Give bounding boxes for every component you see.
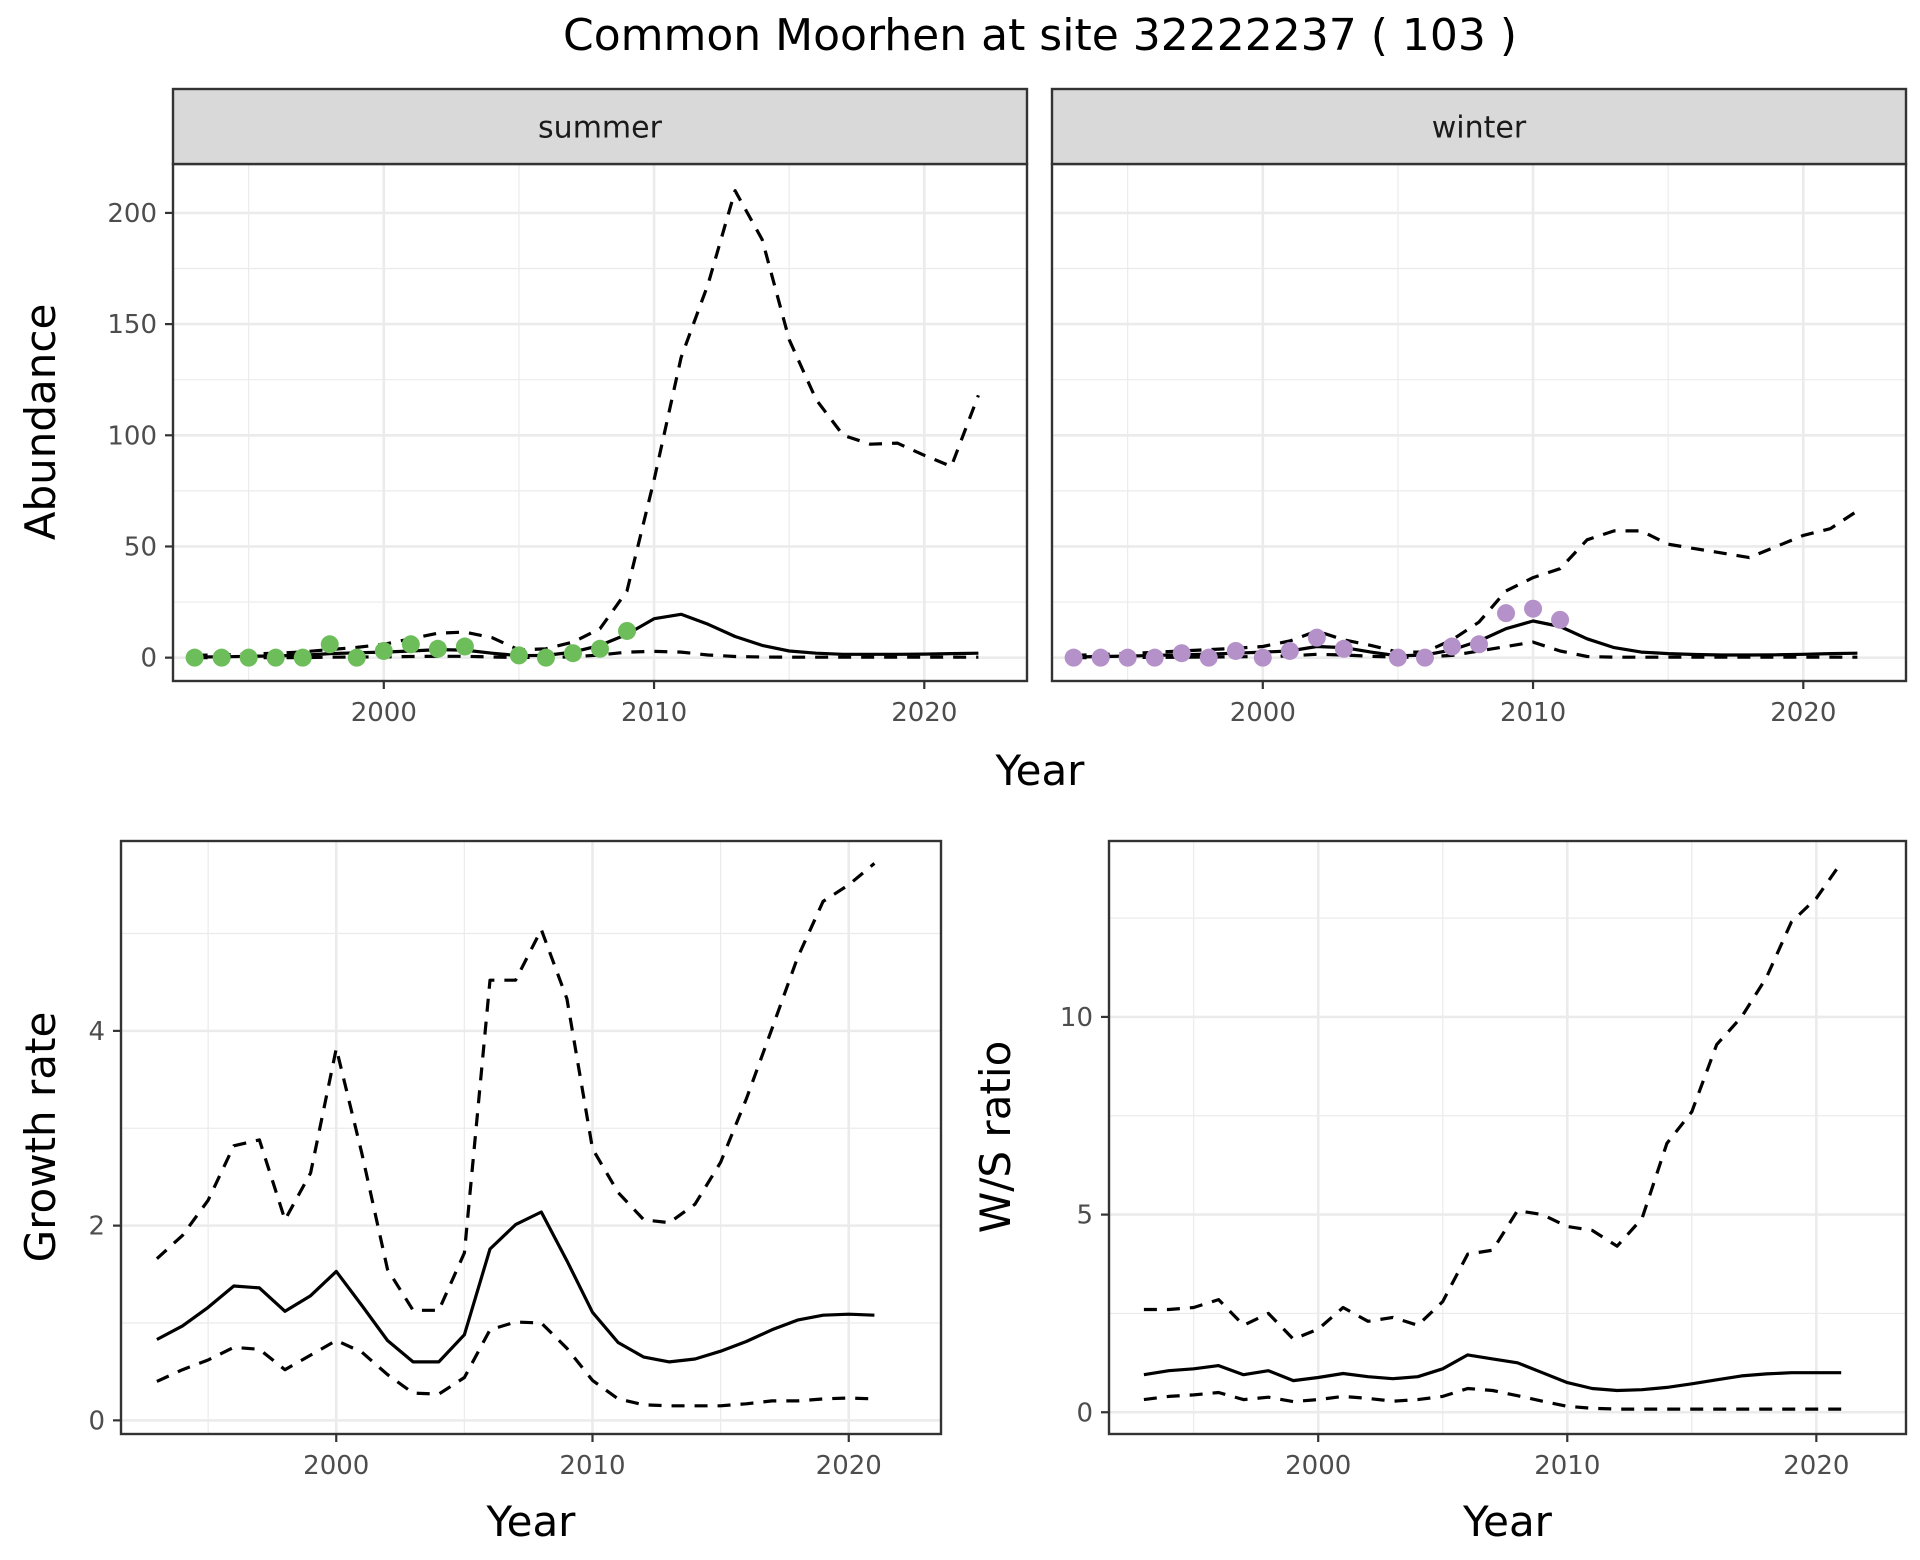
data-point	[536, 648, 555, 667]
top-x-axis-title: Year	[995, 746, 1086, 795]
data-point	[1091, 648, 1110, 667]
series-lower-line	[1073, 640, 1858, 660]
x-tick-label: 2000	[1285, 1451, 1351, 1481]
data-point	[374, 641, 393, 660]
x-tick-label: 2020	[1783, 1451, 1849, 1481]
data-point	[1226, 641, 1245, 660]
y-axis-title: W/S ratio	[971, 1041, 1020, 1234]
facet-strip	[1050, 87, 1908, 166]
data-point	[1172, 644, 1191, 663]
y-tick-label: 0	[140, 644, 157, 674]
series-lower-line	[1143, 1386, 1842, 1411]
x-tick-label: 2000	[303, 1451, 369, 1481]
series-upper-line	[1073, 509, 1859, 657]
series-lower-line	[194, 649, 979, 660]
data-point	[212, 648, 231, 667]
y-tick-label: 200	[107, 199, 157, 229]
data-point	[239, 648, 258, 667]
data-point	[347, 648, 366, 667]
y-tick-label: 150	[107, 310, 157, 340]
data-point	[185, 648, 204, 667]
plot-area	[1052, 164, 1906, 681]
data-point	[455, 637, 474, 656]
series-upper-line	[155, 862, 876, 1312]
panel-ratio: 2000 2010 2020 0 5 10 Year W/S ratio	[971, 839, 1908, 1546]
y-axis-title: Growth rate	[16, 1012, 65, 1263]
main-title: Common Moorhen at site 32222237 ( 103 )	[563, 10, 1517, 61]
x-tick-label: 2020	[1770, 698, 1836, 728]
x-tick-label: 2000	[351, 698, 417, 728]
panel-winter: winter 2000 2010 2020	[1050, 87, 1908, 728]
x-tick-label: 2020	[891, 698, 957, 728]
data-point	[1253, 648, 1272, 667]
series-upper-line	[194, 189, 980, 657]
panel-border	[119, 839, 943, 1436]
gridlines	[121, 841, 941, 1434]
y-tick-label: 50	[124, 532, 157, 562]
data-point	[293, 648, 312, 667]
facet-strip-label: summer	[538, 111, 663, 146]
data-point	[266, 648, 285, 667]
facet-strip-label: winter	[1432, 111, 1527, 146]
y-tick-label: 4	[88, 1017, 105, 1047]
facet-strip	[171, 87, 1029, 166]
x-tick-label: 2010	[1500, 698, 1566, 728]
data-point	[591, 639, 609, 658]
x-tick-label: 2010	[621, 698, 687, 728]
data-point	[1118, 648, 1137, 667]
y-axis-title: Abundance	[16, 304, 65, 541]
panel-growth: 2000 2010 2020 0 2 4 Year Growth rate	[16, 839, 943, 1546]
data-point	[618, 621, 637, 640]
x-tick-label: 2010	[1534, 1451, 1600, 1481]
observed-points	[1064, 599, 1570, 667]
y-tick-label: 10	[1060, 1003, 1093, 1033]
x-axis-title: Year	[486, 1497, 577, 1546]
gridlines	[1052, 164, 1906, 681]
series-estimate-line	[156, 1210, 875, 1364]
data-point	[320, 635, 339, 654]
plot-area	[121, 841, 941, 1434]
y-tick-label: 0	[1076, 1398, 1093, 1428]
x-tick-label: 2000	[1230, 698, 1296, 728]
panel-border	[1107, 839, 1908, 1436]
panel-summer: summer 2000 2010 2020 0 50 100 150 200 Abundance	[16, 87, 1029, 728]
data-point	[1145, 648, 1164, 667]
data-point	[428, 639, 447, 658]
data-point	[1415, 648, 1434, 667]
data-point	[1470, 635, 1488, 654]
gridlines	[1109, 841, 1906, 1434]
data-point	[1307, 628, 1326, 647]
data-point	[1551, 610, 1570, 629]
y-tick-label: 2	[88, 1212, 105, 1242]
data-point	[401, 635, 420, 654]
x-tick-label: 2020	[816, 1451, 882, 1481]
y-tick-label: 100	[107, 421, 157, 451]
data-point	[1388, 648, 1407, 667]
data-point	[1442, 637, 1461, 656]
data-point	[1199, 648, 1218, 667]
plot-area	[1109, 841, 1906, 1434]
series-estimate-line	[194, 612, 979, 659]
observed-points	[185, 621, 637, 667]
x-axis-title: Year	[1462, 1497, 1553, 1546]
series-estimate-line	[1143, 1353, 1842, 1393]
data-point	[1280, 641, 1299, 660]
data-point	[1064, 648, 1083, 667]
x-tick-label: 2010	[559, 1451, 625, 1481]
y-tick-label: 5	[1076, 1201, 1093, 1231]
y-tick-label: 0	[88, 1406, 105, 1436]
data-point	[1524, 599, 1543, 618]
data-point	[509, 646, 528, 665]
data-point	[563, 644, 582, 663]
data-point	[1497, 604, 1516, 623]
plot-area	[173, 164, 1027, 681]
data-point	[1334, 639, 1353, 658]
